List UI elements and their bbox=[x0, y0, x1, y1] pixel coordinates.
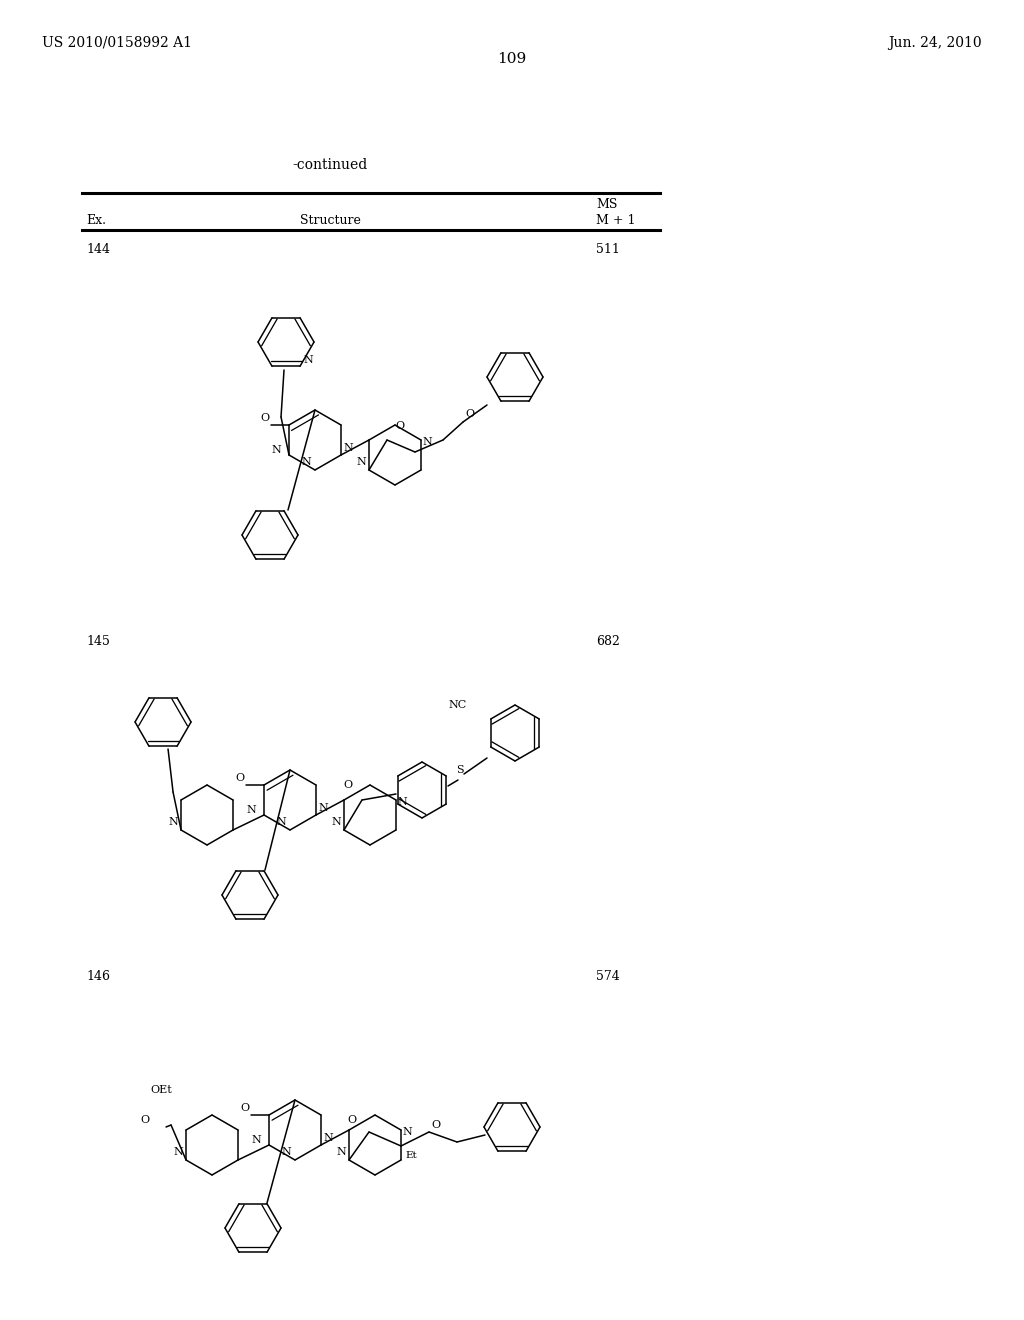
Text: 574: 574 bbox=[596, 970, 620, 983]
Text: N: N bbox=[282, 1147, 291, 1158]
Text: 144: 144 bbox=[86, 243, 110, 256]
Text: Ex.: Ex. bbox=[86, 214, 106, 227]
Text: N: N bbox=[423, 437, 433, 447]
Text: M + 1: M + 1 bbox=[596, 214, 636, 227]
Text: O: O bbox=[465, 409, 474, 418]
Text: N: N bbox=[356, 457, 366, 467]
Text: US 2010/0158992 A1: US 2010/0158992 A1 bbox=[42, 36, 193, 50]
Text: OEt: OEt bbox=[151, 1085, 172, 1096]
Text: N: N bbox=[318, 803, 328, 813]
Text: S: S bbox=[456, 766, 464, 775]
Text: Structure: Structure bbox=[300, 214, 360, 227]
Text: N: N bbox=[403, 1127, 413, 1137]
Text: N: N bbox=[323, 1133, 333, 1143]
Text: N: N bbox=[303, 355, 312, 366]
Text: O: O bbox=[431, 1119, 440, 1130]
Text: O: O bbox=[395, 421, 404, 432]
Text: N: N bbox=[398, 797, 408, 807]
Text: MS: MS bbox=[596, 198, 617, 211]
Text: 682: 682 bbox=[596, 635, 620, 648]
Text: Jun. 24, 2010: Jun. 24, 2010 bbox=[889, 36, 982, 50]
Text: N: N bbox=[336, 1147, 346, 1158]
Text: N: N bbox=[276, 817, 286, 828]
Text: O: O bbox=[236, 774, 245, 783]
Text: N: N bbox=[331, 817, 341, 828]
Text: N: N bbox=[251, 1135, 261, 1144]
Text: 145: 145 bbox=[86, 635, 110, 648]
Text: N: N bbox=[168, 817, 178, 828]
Text: 146: 146 bbox=[86, 970, 110, 983]
Text: NC: NC bbox=[449, 700, 467, 710]
Text: 109: 109 bbox=[498, 51, 526, 66]
Text: N: N bbox=[173, 1147, 183, 1158]
Text: N: N bbox=[301, 457, 311, 467]
Text: Et: Et bbox=[406, 1151, 417, 1160]
Text: N: N bbox=[246, 805, 256, 814]
Text: O: O bbox=[260, 413, 269, 422]
Text: O: O bbox=[343, 780, 352, 789]
Text: N: N bbox=[343, 444, 352, 453]
Text: -continued: -continued bbox=[293, 158, 368, 172]
Text: O: O bbox=[140, 1115, 150, 1125]
Text: 511: 511 bbox=[596, 243, 620, 256]
Text: O: O bbox=[241, 1104, 250, 1113]
Text: O: O bbox=[348, 1115, 357, 1125]
Text: N: N bbox=[271, 445, 281, 455]
